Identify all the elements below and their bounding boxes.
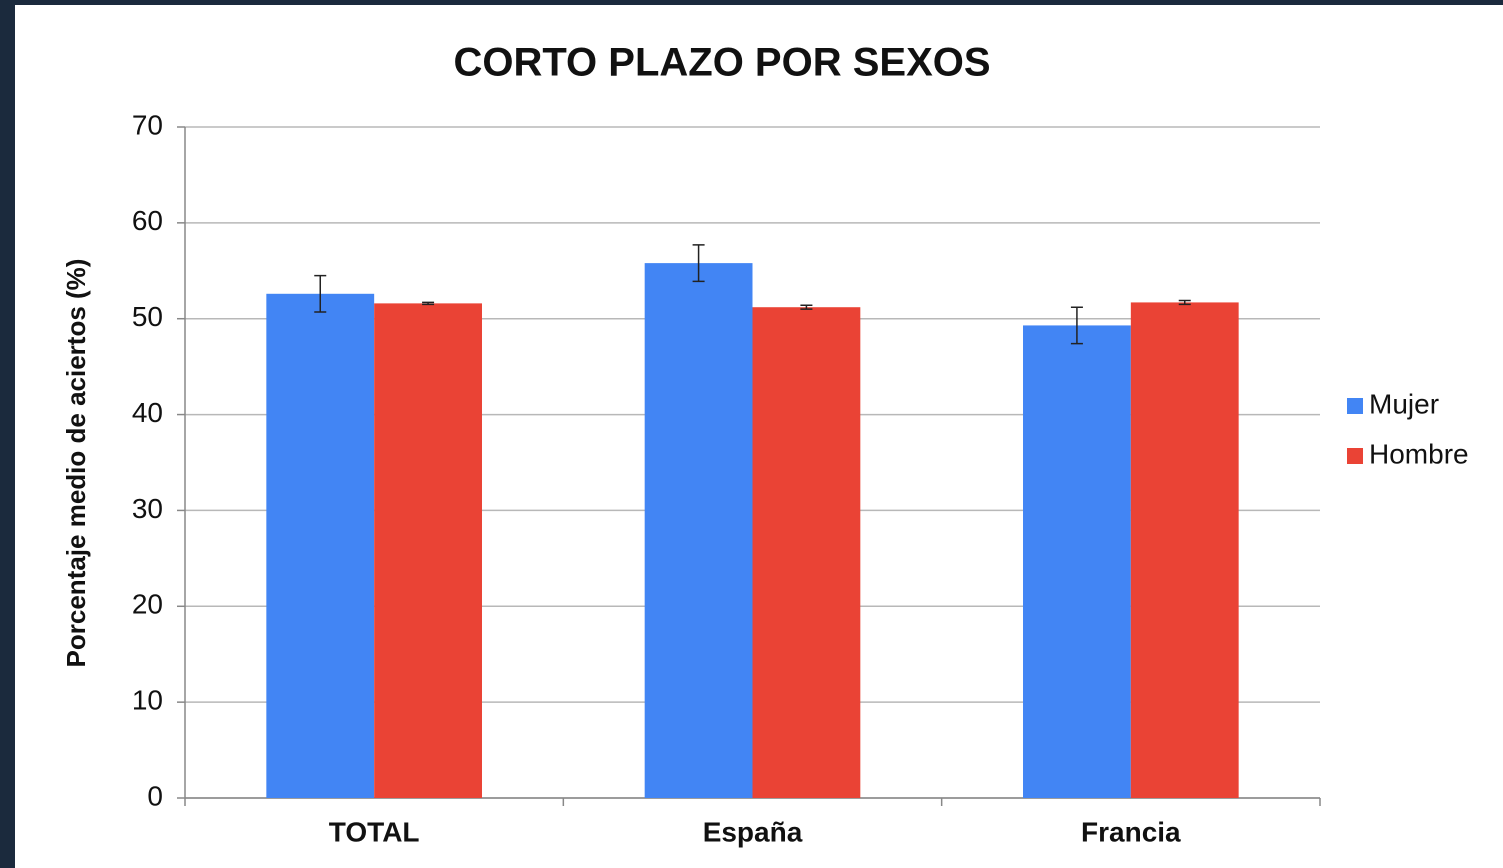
legend-label: Mujer [1369, 388, 1439, 419]
y-tick-label: 50 [132, 301, 163, 332]
x-tick-label: España [703, 816, 803, 847]
y-tick-label: 20 [132, 589, 163, 620]
y-tick-label: 40 [132, 397, 163, 428]
bar [644, 263, 753, 798]
error-bar [692, 244, 705, 283]
x-tick-label: TOTAL [329, 816, 420, 847]
error-bar [314, 274, 327, 313]
legend-swatch [1347, 398, 1363, 414]
legend-label: Hombre [1369, 438, 1469, 469]
y-tick-label: 10 [132, 685, 163, 716]
bar [374, 303, 482, 798]
bar [752, 307, 861, 798]
legend-swatch [1347, 448, 1363, 464]
error-bar [800, 304, 813, 310]
y-tick-label: 60 [132, 205, 163, 236]
error-bar [422, 301, 435, 306]
y-tick-label: 30 [132, 493, 163, 524]
error-bar [1070, 306, 1083, 345]
bar [266, 293, 375, 798]
bar [1023, 325, 1131, 798]
y-tick-label: 0 [147, 780, 163, 811]
y-axis-label: Porcentaje medio de aciertos (%) [61, 259, 91, 668]
y-tick-label: 70 [132, 109, 163, 140]
bar [1130, 302, 1239, 798]
chart-title: CORTO PLAZO POR SEXOS [453, 41, 990, 85]
x-tick-label: Francia [1081, 816, 1181, 847]
error-bar [1178, 299, 1191, 306]
